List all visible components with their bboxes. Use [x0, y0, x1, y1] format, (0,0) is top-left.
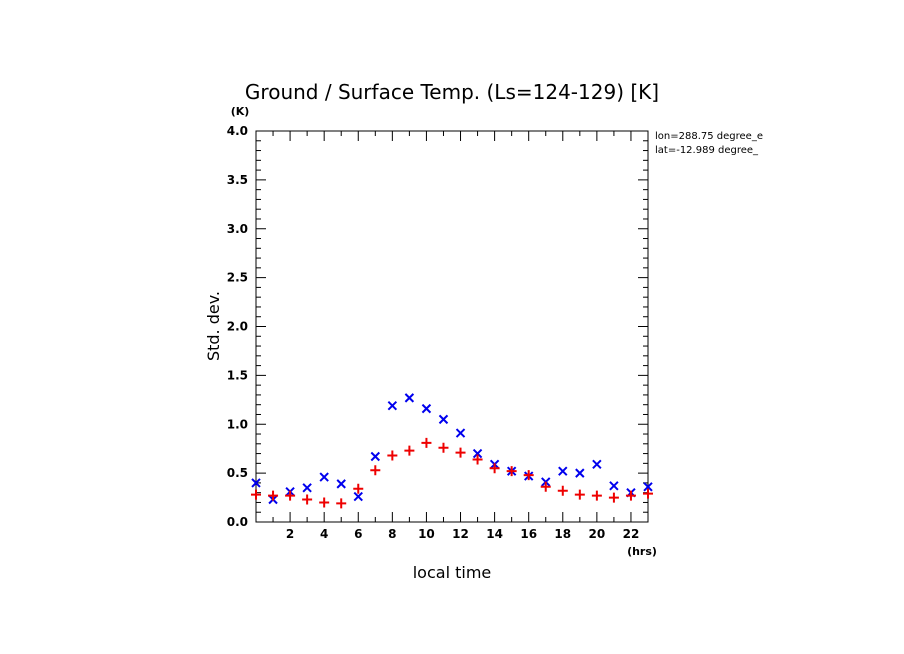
y-tick-label: 3.5 — [227, 173, 248, 187]
data-point — [557, 485, 568, 496]
data-point — [336, 479, 346, 489]
data-point — [523, 470, 534, 481]
y-axis-label: Std. dev. — [204, 291, 223, 361]
x-tick-label: 18 — [554, 527, 571, 541]
data-point — [421, 437, 432, 448]
data-point — [370, 451, 381, 462]
data-point — [625, 490, 636, 501]
y-tick-label: 2.5 — [227, 271, 248, 285]
data-point — [404, 393, 415, 403]
lat-annotation: lat=-12.989 degree_ — [655, 145, 759, 156]
x-tick-label: 16 — [520, 527, 537, 541]
x-unit-label: (hrs) — [627, 545, 657, 558]
data-point — [421, 403, 432, 414]
plot-frame — [255, 130, 649, 523]
data-marks — [251, 393, 653, 509]
y-tick-label: 0.5 — [227, 466, 248, 480]
data-point — [472, 448, 483, 459]
data-point — [387, 450, 398, 461]
data-point — [643, 488, 653, 499]
data-point — [558, 466, 568, 476]
data-point — [268, 490, 279, 501]
x-tick-label: 12 — [452, 527, 469, 541]
data-point — [336, 498, 347, 509]
x-tick-label: 8 — [388, 527, 396, 541]
data-point — [302, 483, 312, 493]
x-tick-label: 22 — [623, 527, 640, 541]
x-axis-label: local time — [413, 563, 492, 582]
data-point — [609, 481, 619, 491]
data-point — [438, 414, 449, 425]
x-tick-label: 2 — [286, 527, 294, 541]
data-point — [319, 472, 329, 482]
data-point — [455, 428, 466, 438]
lon-annotation: lon=288.75 degree_e — [655, 131, 763, 142]
data-point — [608, 492, 619, 503]
data-point — [489, 463, 500, 474]
x-tick-label: 6 — [354, 527, 362, 541]
x-tick-label: 4 — [320, 527, 328, 541]
data-point — [302, 494, 313, 505]
data-point — [575, 468, 585, 478]
data-point — [251, 478, 261, 488]
chart-title: Ground / Surface Temp. (Ls=124-129) [K] — [245, 80, 659, 104]
data-point — [643, 482, 653, 492]
data-point — [591, 490, 602, 501]
x-tick-label: 20 — [589, 527, 606, 541]
y-tick-label: 3.0 — [227, 222, 248, 236]
y-unit-label: (K) — [231, 105, 250, 118]
data-point — [251, 489, 261, 500]
y-tick-label: 1.5 — [227, 368, 248, 382]
y-tick-label: 0.0 — [227, 515, 248, 529]
data-point — [540, 481, 551, 492]
data-point — [404, 445, 415, 456]
x-tick-label: 14 — [486, 527, 503, 541]
y-tick-label: 1.0 — [227, 417, 248, 431]
data-point — [285, 490, 296, 501]
data-point — [506, 466, 517, 477]
y-tick-label: 4.0 — [227, 124, 248, 138]
y-tick-label: 2.0 — [227, 320, 248, 334]
data-point — [353, 483, 364, 494]
data-point — [438, 442, 449, 453]
data-point — [592, 459, 602, 470]
data-point — [370, 465, 381, 476]
axis-ticks: 2 4 6 8 10 12 14 16 18 20 22 0.0 0.5 1.0 1.5 2.0 2.5 3.0 3… — [227, 124, 649, 541]
data-point — [353, 491, 363, 502]
data-point — [319, 497, 330, 508]
data-point — [472, 454, 483, 465]
data-point — [455, 447, 466, 458]
data-point — [574, 489, 585, 500]
data-point — [387, 400, 398, 411]
x-tick-label: 10 — [418, 527, 435, 541]
